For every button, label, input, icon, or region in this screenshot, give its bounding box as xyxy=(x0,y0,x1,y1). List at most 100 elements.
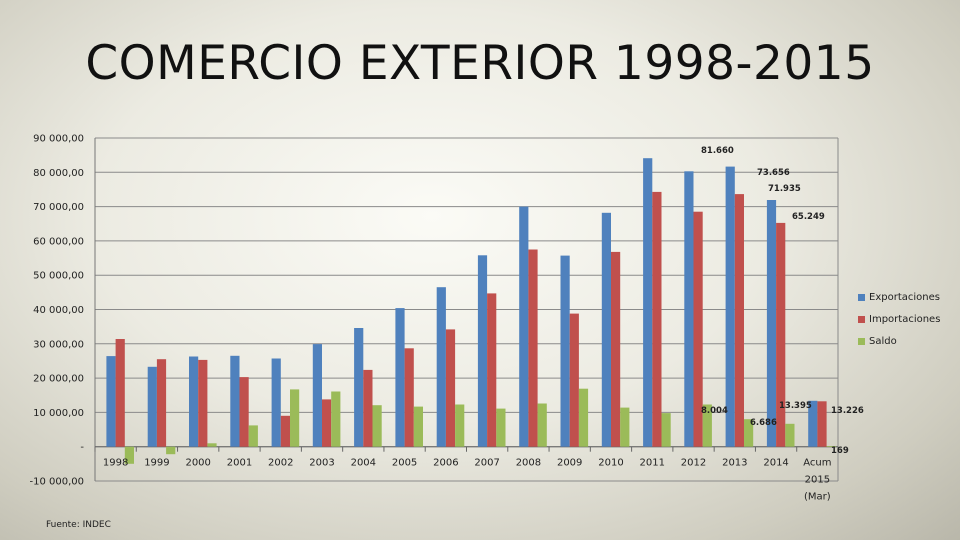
x-tick-label: 2005 xyxy=(392,458,417,469)
bar-importaciones-15 xyxy=(734,194,744,447)
bar-exportaciones-7 xyxy=(395,308,405,447)
data-label-importaciones: 65.249 xyxy=(792,212,825,222)
x-tick-label: 2010 xyxy=(598,458,623,469)
bar-importaciones-11 xyxy=(569,313,579,447)
x-tick-label: 2012 xyxy=(681,458,706,469)
bar-saldo-12 xyxy=(620,407,630,447)
bar-exportaciones-1 xyxy=(147,366,157,447)
chart-legend: Exportaciones Importaciones Saldo xyxy=(858,286,940,352)
bar-exportaciones-17 xyxy=(808,400,818,447)
x-tick-label: 2001 xyxy=(227,458,252,469)
legend-label-exportaciones: Exportaciones xyxy=(869,291,940,303)
x-tick-label: 2011 xyxy=(640,458,665,469)
bar-importaciones-5 xyxy=(322,399,332,447)
x-tick-label: 1999 xyxy=(144,458,169,469)
bar-importaciones-16 xyxy=(776,222,786,447)
x-tick-label: Acum xyxy=(803,458,831,469)
bar-importaciones-3 xyxy=(239,377,249,447)
bar-saldo-17 xyxy=(826,446,836,447)
bar-saldo-11 xyxy=(578,388,589,447)
bar-saldo-10 xyxy=(537,403,547,447)
bar-exportaciones-8 xyxy=(436,287,446,447)
legend-item-importaciones: Importaciones xyxy=(858,308,940,330)
legend-label-saldo: Saldo xyxy=(869,335,897,347)
bar-saldo-4 xyxy=(290,389,300,447)
bar-saldo-0 xyxy=(124,446,134,464)
bar-exportaciones-14 xyxy=(684,171,694,447)
bar-exportaciones-16 xyxy=(766,200,777,447)
x-tick-label: 2008 xyxy=(516,458,541,469)
x-tick-label: 2015 xyxy=(805,475,830,486)
bar-importaciones-2 xyxy=(198,359,208,447)
y-tick-label: 20 000,00 xyxy=(33,374,84,385)
bar-exportaciones-4 xyxy=(271,358,281,447)
data-label-exportaciones: 71.935 xyxy=(768,184,801,194)
data-label-importaciones: 73.656 xyxy=(757,168,790,178)
bar-importaciones-6 xyxy=(363,369,373,447)
bar-exportaciones-13 xyxy=(643,158,653,447)
bar-saldo-14 xyxy=(702,404,712,447)
y-tick-label: 40 000,00 xyxy=(33,305,84,316)
x-tick-label: 2013 xyxy=(722,458,747,469)
data-label-importaciones: 13.226 xyxy=(831,406,864,416)
x-tick-label: 2007 xyxy=(474,458,499,469)
bar-exportaciones-9 xyxy=(477,255,488,447)
data-label-exportaciones: 13.395 xyxy=(779,401,812,411)
y-tick-label: 30 000,00 xyxy=(33,339,84,350)
bar-exportaciones-6 xyxy=(354,328,364,447)
legend-label-importaciones: Importaciones xyxy=(869,313,941,325)
y-tick-label: 60 000,00 xyxy=(33,236,84,247)
y-tick-label: 90 000,00 xyxy=(33,134,84,145)
source-note: Fuente: INDEC xyxy=(46,520,111,530)
bar-exportaciones-5 xyxy=(312,344,322,447)
bar-saldo-3 xyxy=(248,425,258,447)
bar-importaciones-9 xyxy=(487,293,497,447)
data-label-exportaciones: 81.660 xyxy=(701,146,734,156)
legend-item-exportaciones: Exportaciones xyxy=(858,286,940,308)
x-tick-label: 2003 xyxy=(309,458,334,469)
data-label-saldo: 6.686 xyxy=(750,418,777,428)
bar-saldo-9 xyxy=(496,408,506,447)
x-tick-label: 2002 xyxy=(268,458,293,469)
legend-swatch-importaciones xyxy=(858,315,865,323)
bar-importaciones-17 xyxy=(817,401,827,447)
bar-saldo-13 xyxy=(661,413,671,447)
bar-saldo-1 xyxy=(166,446,176,455)
bar-importaciones-8 xyxy=(445,329,456,447)
bar-importaciones-4 xyxy=(280,415,290,447)
bar-exportaciones-2 xyxy=(189,356,199,447)
x-tick-label: 2014 xyxy=(763,458,788,469)
bar-saldo-7 xyxy=(413,406,423,447)
y-tick-label: 10 000,00 xyxy=(33,408,84,419)
y-tick-label: 70 000,00 xyxy=(33,202,84,213)
bar-saldo-5 xyxy=(331,391,341,447)
bar-exportaciones-12 xyxy=(601,212,611,447)
bar-importaciones-0 xyxy=(115,339,125,447)
bar-exportaciones-11 xyxy=(560,255,570,447)
bar-exportaciones-10 xyxy=(519,206,529,447)
bar-exportaciones-0 xyxy=(106,356,116,447)
chart-title: COMERCIO EXTERIOR 1998-2015 xyxy=(85,36,875,91)
bar-saldo-15 xyxy=(744,419,754,447)
bar-importaciones-1 xyxy=(156,359,167,447)
y-tick-label: - xyxy=(80,442,84,453)
data-label-saldo: 8.004 xyxy=(701,406,728,416)
y-tick-label: 80 000,00 xyxy=(33,168,84,179)
y-tick-label: -10 000,00 xyxy=(29,477,84,488)
x-tick-label: (Mar) xyxy=(804,492,831,503)
bar-saldo-8 xyxy=(455,404,465,447)
x-tick-label: 1998 xyxy=(103,458,128,469)
bar-exportaciones-15 xyxy=(725,166,735,447)
bar-importaciones-13 xyxy=(652,191,662,447)
bar-saldo-16 xyxy=(785,423,795,447)
data-label-saldo: 169 xyxy=(831,446,849,456)
legend-item-saldo: Saldo xyxy=(858,330,940,352)
bar-importaciones-12 xyxy=(611,251,621,447)
x-tick-label: 2004 xyxy=(351,458,376,469)
x-tick-label: 2006 xyxy=(433,458,458,469)
legend-swatch-saldo xyxy=(858,337,865,345)
bar-saldo-6 xyxy=(372,405,382,447)
bar-saldo-2 xyxy=(207,443,217,447)
x-tick-label: 2009 xyxy=(557,458,582,469)
